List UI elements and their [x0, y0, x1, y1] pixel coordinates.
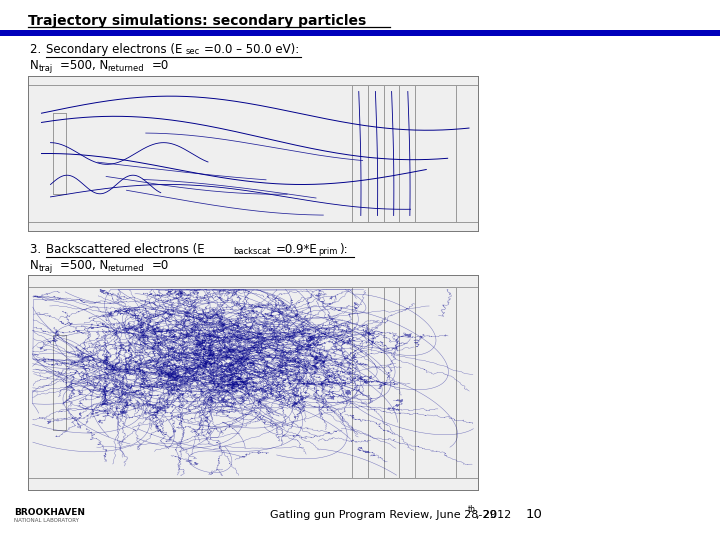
Text: Secondary electrons (E: Secondary electrons (E — [46, 43, 182, 56]
Text: th: th — [468, 505, 476, 514]
Text: N: N — [30, 59, 39, 72]
Text: =0.0 – 50.0 eV):: =0.0 – 50.0 eV): — [204, 43, 300, 56]
Text: sec: sec — [186, 47, 200, 56]
Text: , 2012: , 2012 — [476, 510, 511, 520]
Text: =0: =0 — [152, 59, 169, 72]
Text: Trajectory simulations: secondary particles: Trajectory simulations: secondary partic… — [28, 14, 366, 28]
Text: =0: =0 — [152, 259, 169, 272]
Text: Gatling gun Program Review, June 28-29: Gatling gun Program Review, June 28-29 — [270, 510, 497, 520]
Text: returned: returned — [107, 64, 143, 73]
Text: =500, N: =500, N — [60, 259, 108, 272]
Text: N: N — [30, 259, 39, 272]
Text: prim: prim — [318, 247, 338, 256]
Text: 2.: 2. — [30, 43, 45, 56]
Text: returned: returned — [107, 264, 143, 273]
Text: =0.9*E: =0.9*E — [276, 243, 318, 256]
Text: BROOKHAVEN: BROOKHAVEN — [14, 508, 85, 517]
Text: 10: 10 — [526, 508, 543, 521]
Text: traj: traj — [39, 64, 53, 73]
Text: ):: ): — [339, 243, 348, 256]
Text: =500, N: =500, N — [60, 59, 108, 72]
Text: backscat: backscat — [233, 247, 271, 256]
Text: 3.: 3. — [30, 243, 45, 256]
Text: traj: traj — [39, 264, 53, 273]
Text: NATIONAL LABORATORY: NATIONAL LABORATORY — [14, 518, 79, 523]
Bar — [0, 30, 720, 36]
Text: Backscattered electrons (E: Backscattered electrons (E — [46, 243, 204, 256]
